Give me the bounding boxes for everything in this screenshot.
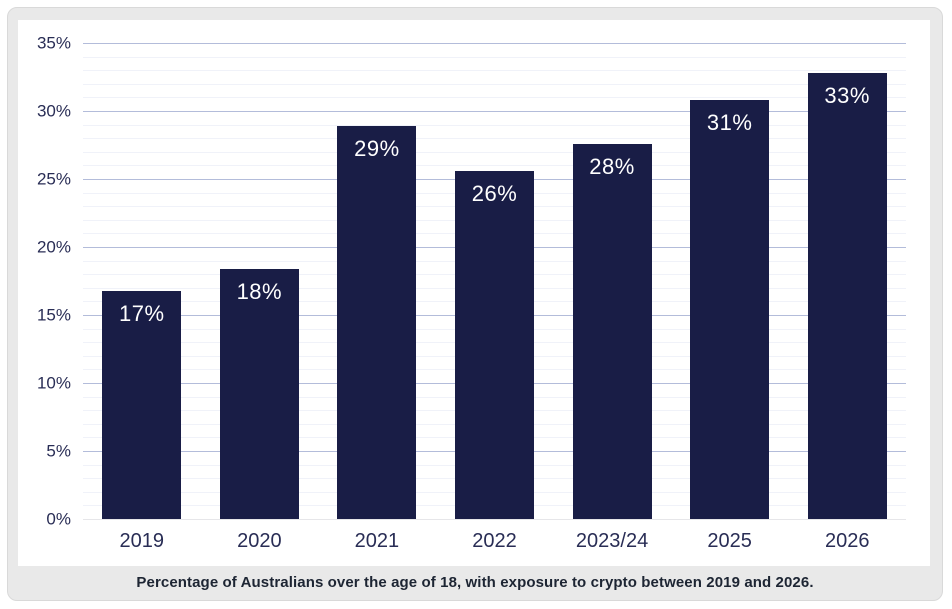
major-gridline bbox=[83, 43, 906, 44]
minor-gridline bbox=[83, 70, 906, 72]
y-tick-label: 25% bbox=[36, 169, 71, 189]
minor-gridline bbox=[83, 56, 906, 58]
bar-2023/24: 28% bbox=[572, 143, 652, 519]
y-tick-label: 10% bbox=[36, 373, 71, 393]
y-tick-label: 5% bbox=[46, 441, 71, 461]
x-tick-label: 2021 bbox=[354, 530, 400, 552]
x-tick-label: 2023/24 bbox=[575, 530, 649, 552]
minor-gridline bbox=[83, 124, 906, 126]
minor-gridline bbox=[83, 83, 906, 85]
minor-gridline bbox=[83, 97, 906, 99]
minor-gridline bbox=[83, 165, 906, 167]
minor-gridline bbox=[83, 138, 906, 140]
chart-panel: 35% 30% 25% 20% 15% 10% 5% 0% 17% 18% 29% 26% 28% 31… bbox=[18, 20, 930, 566]
x-axis: 2019 2020 2021 2022 2023/24 2025 2026 bbox=[83, 519, 906, 566]
y-tick-label: 15% bbox=[36, 305, 71, 325]
y-tick-label: 30% bbox=[36, 101, 71, 121]
y-tick-label: 20% bbox=[36, 237, 71, 257]
bar-2022: 26% bbox=[455, 170, 534, 519]
bar-2025: 31% bbox=[690, 100, 770, 519]
plot-area: 17% 18% 29% 26% 28% 31% 33% bbox=[83, 43, 906, 520]
x-tick-label: 2025 bbox=[707, 530, 752, 552]
x-tick-label: 2020 bbox=[237, 530, 282, 552]
x-tick-label: 2022 bbox=[472, 530, 517, 552]
bar-value-label: 18% bbox=[236, 278, 283, 304]
bar-2019: 17% bbox=[102, 290, 182, 519]
y-axis: 35% 30% 25% 20% 15% 10% 5% 0% bbox=[18, 35, 71, 528]
y-tick-label: 0% bbox=[46, 509, 71, 529]
x-tick-label: 2019 bbox=[119, 530, 165, 552]
bar-2021: 29% bbox=[337, 125, 417, 519]
minor-gridline bbox=[83, 151, 906, 153]
bar-2026: 33% bbox=[807, 72, 887, 519]
major-gridline bbox=[83, 111, 906, 112]
x-axis-baseline bbox=[83, 519, 906, 520]
bar-2020: 18% bbox=[219, 268, 299, 519]
x-tick-label: 2026 bbox=[824, 530, 870, 552]
bar-value-label: 28% bbox=[589, 153, 635, 179]
chart-caption: Percentage of Australians over the age o… bbox=[136, 573, 814, 591]
bar-value-label: 33% bbox=[824, 82, 870, 108]
y-tick-label: 35% bbox=[36, 33, 71, 53]
bar-value-label: 17% bbox=[119, 300, 165, 326]
chart-card: 35% 30% 25% 20% 15% 10% 5% 0% 17% 18% 29% 26% 28% 31… bbox=[7, 7, 943, 601]
bar-value-label: 29% bbox=[354, 135, 400, 161]
bar-value-label: 26% bbox=[471, 180, 518, 206]
bar-value-label: 31% bbox=[706, 110, 753, 136]
